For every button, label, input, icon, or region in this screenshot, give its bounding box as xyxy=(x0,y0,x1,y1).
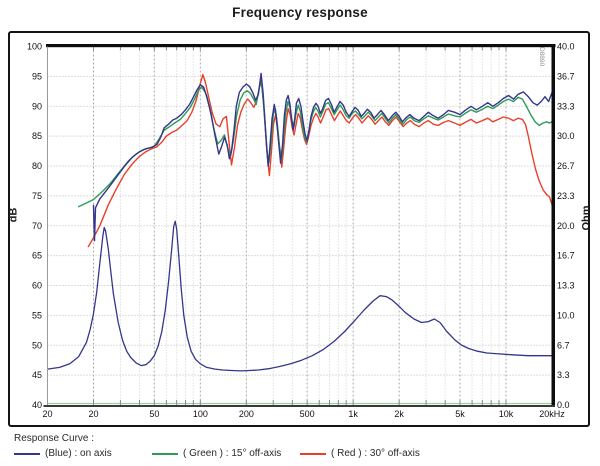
legend-heading: Response Curve : xyxy=(14,433,95,444)
db-tick-label: 90 xyxy=(32,101,42,111)
db-tick-label: 55 xyxy=(32,310,42,320)
curve-30-off-axis xyxy=(87,73,553,248)
ohm-tick-label: 33.3 xyxy=(557,101,575,111)
ohm-tick-label: 26.7 xyxy=(557,161,575,171)
db-tick-label: 40 xyxy=(32,400,42,410)
curve-15-off-axis xyxy=(78,78,553,208)
x-tick-label: 2k xyxy=(394,409,404,419)
x-tick-label: 20 xyxy=(88,409,98,419)
x-tick-label: 1k xyxy=(348,409,358,419)
ohm-axis-title: Ohm xyxy=(580,205,593,231)
x-tick-label: 200 xyxy=(239,409,254,419)
db-tick-label: 95 xyxy=(32,71,42,81)
ohm-tick-label: 6.7 xyxy=(557,340,570,350)
db-tick-label: 65 xyxy=(32,251,42,261)
legend-item-green: ( Green ) : 15° off-axis xyxy=(152,448,281,459)
x-tick-label: 10k xyxy=(499,409,514,419)
db-axis-title: dB xyxy=(7,207,20,223)
db-tick-label: 70 xyxy=(32,221,42,231)
ohm-tick-label: 40.0 xyxy=(557,42,575,52)
ohm-tick-label: 0.0 xyxy=(557,400,570,410)
chart-title: Frequency response xyxy=(232,5,368,20)
x-tick-label: 100 xyxy=(193,409,208,419)
ohm-tick-label: 36.7 xyxy=(557,71,575,81)
legend-row: (Blue) : on axis ( Green ) : 15° off-axi… xyxy=(14,448,586,462)
legend-item-blue: (Blue) : on axis xyxy=(14,448,112,459)
ohm-tick-label: 20.0 xyxy=(557,221,575,231)
ohm-tick-label: 10.0 xyxy=(557,310,575,320)
db-tick-label: 45 xyxy=(32,370,42,380)
legend-swatch-blue-icon xyxy=(14,452,40,455)
db-tick-label: 100 xyxy=(27,42,42,52)
legend-label-green: ( Green ) : 15° off-axis xyxy=(183,448,282,459)
curve-impedance xyxy=(46,220,553,372)
legend: Response Curve : (Blue) : on axis ( Gree… xyxy=(14,433,586,462)
ohm-tick-label: 16.7 xyxy=(557,251,575,261)
ohm-tick-label: 13.3 xyxy=(557,281,575,291)
ohm-tick-label: 3.3 xyxy=(557,370,570,380)
legend-swatch-green-icon xyxy=(152,452,178,455)
x-tick-label: 50 xyxy=(149,409,159,419)
x-tick-label: 20kHz xyxy=(539,409,565,419)
x-tick-label: 5k xyxy=(455,409,465,419)
legend-label-red: ( Red ) : 30° off-axis xyxy=(331,448,420,459)
legend-label-blue: (Blue) : on axis xyxy=(45,448,112,459)
db-tick-label: 50 xyxy=(32,340,42,350)
ohm-tick-label: 23.3 xyxy=(557,191,575,201)
db-tick-label: 85 xyxy=(32,131,42,141)
watermark-text: D8890 xyxy=(538,47,545,67)
curve-on-axis xyxy=(92,72,553,242)
x-tick-label: 20 xyxy=(42,409,52,419)
chart-frame xyxy=(8,31,590,427)
legend-swatch-red-icon xyxy=(300,452,326,455)
db-tick-label: 75 xyxy=(32,191,42,201)
x-tick-label: 500 xyxy=(300,409,315,419)
legend-item-red: ( Red ) : 30° off-axis xyxy=(300,448,420,459)
db-tick-label: 80 xyxy=(32,161,42,171)
plot-border-right xyxy=(551,44,555,407)
db-tick-label: 60 xyxy=(32,281,42,291)
ohm-tick-label: 30.0 xyxy=(557,131,575,141)
plot-border-top xyxy=(46,44,556,48)
